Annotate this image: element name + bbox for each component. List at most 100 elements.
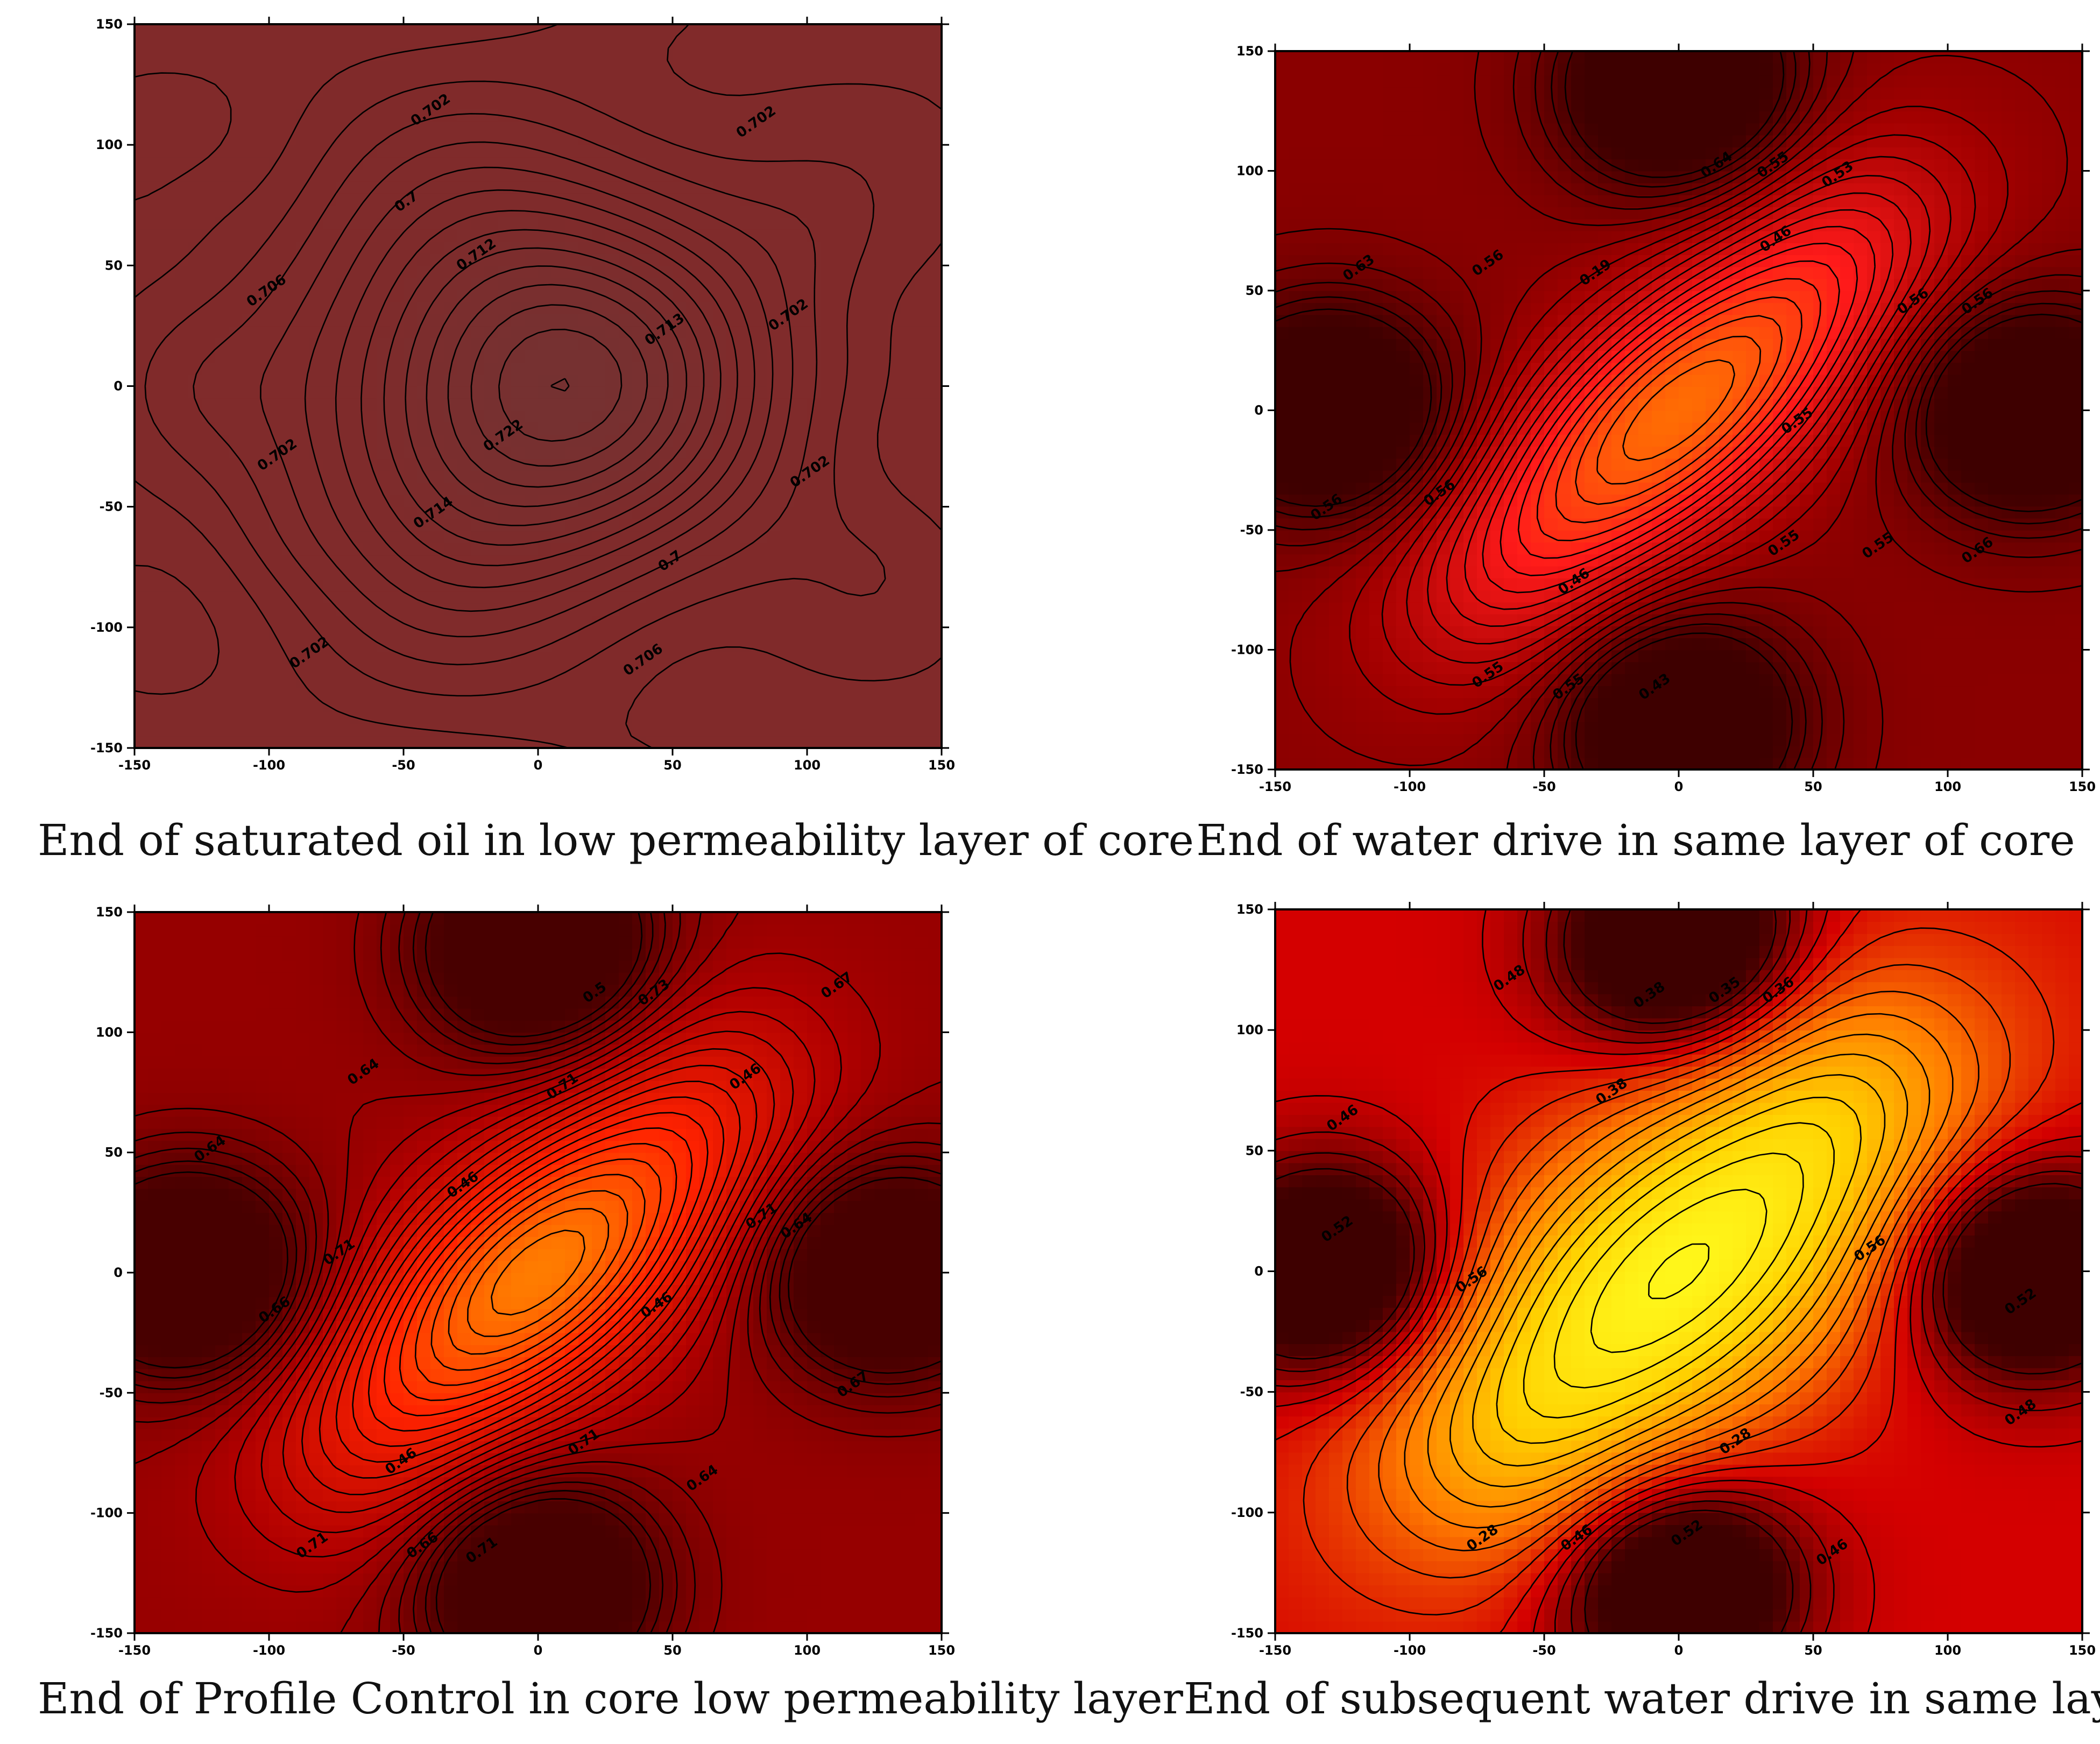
contour-line: [234, 987, 842, 1558]
contour-line: [399, 1143, 677, 1401]
contour-line: [430, 1174, 646, 1371]
axes: -150 -100 -50 0 50 100 150 -150 -100 -50 0 50 100 150: [1231, 44, 2096, 794]
contour-line: [1275, 909, 2082, 1633]
x-tick-label: 150: [2069, 1643, 2096, 1658]
heatmap-field: [1275, 51, 2082, 769]
y-tick-label: -50: [100, 499, 123, 514]
contour-lines: [135, 24, 942, 748]
chart-caption-2: End of water drive in same layer of core: [1196, 815, 2075, 865]
contour-line: [1596, 335, 1762, 485]
x-tick-label: -100: [253, 758, 285, 773]
contour-line: [448, 1190, 628, 1355]
contour-line: [470, 304, 648, 467]
contour-line: [1523, 1122, 1835, 1419]
y-tick-label: -100: [90, 1506, 123, 1521]
y-tick-label: 150: [96, 905, 123, 920]
contour-line: [367, 1112, 709, 1432]
contour-line: [1275, 51, 2082, 769]
y-tick-label: -100: [90, 620, 123, 635]
contour-lines: [1275, 909, 2082, 1633]
x-tick-label: 0: [1674, 1643, 1684, 1658]
y-tick-label: 50: [105, 258, 123, 273]
contour-line: [498, 328, 623, 442]
y-tick-label: 100: [96, 137, 123, 152]
contour-line: [360, 210, 738, 567]
x-tick-label: 0: [1674, 779, 1684, 794]
x-tick-label: 50: [1804, 779, 1822, 794]
contour-line: [1472, 1074, 1886, 1467]
contour-line: [1275, 909, 2082, 1633]
contour-line: [1275, 909, 2082, 1633]
contour-line: [447, 284, 669, 488]
contour-line: [1575, 315, 1783, 505]
y-tick-label: 100: [96, 1025, 123, 1040]
y-tick-label: -50: [1240, 523, 1263, 538]
contour-line: [352, 1096, 725, 1447]
contour-line: [144, 80, 886, 697]
axes: -150 -100 -50 0 50 100 150 -150 -100 -50 0 50 100 150: [90, 905, 955, 1658]
x-tick-label: -100: [1394, 779, 1426, 794]
contour-line: [491, 1230, 586, 1316]
x-tick-label: 50: [1804, 1643, 1822, 1658]
x-tick-label: 50: [663, 1643, 681, 1658]
y-tick-label: -100: [1231, 1505, 1263, 1520]
contour-line: [1555, 296, 1802, 524]
x-tick-label: -150: [118, 1643, 151, 1658]
x-tick-label: -100: [1394, 1643, 1426, 1658]
y-tick-label: 0: [114, 1265, 123, 1280]
heatmap-field: [135, 912, 942, 1633]
contour-line: [1590, 1189, 1767, 1353]
chart-caption-3: End of Profile Control in core low perme…: [38, 1674, 1183, 1724]
contour-line: [1275, 909, 2082, 1633]
contour-chart-2: 0.64 0.55 0.530.63 0.56 0.190.460.56 0.560.55…: [1231, 44, 2096, 794]
contour-line: [135, 912, 942, 1633]
contour-line: [414, 1158, 662, 1386]
x-tick-label: 100: [1934, 779, 1961, 794]
contour-chart-4: 0.480.38 0.35 0.360.380.460.520.560.560.52…: [1231, 902, 2096, 1658]
contour-line: [1406, 156, 1951, 664]
contour-line: [260, 141, 794, 638]
contour-line: [301, 1048, 775, 1495]
y-tick-label: 100: [1236, 1022, 1263, 1037]
contour-line: [1464, 209, 1894, 610]
contour-line: [135, 72, 232, 695]
contour-line: [1378, 991, 1979, 1551]
contour-line: [335, 1081, 741, 1463]
contour-line: [383, 229, 722, 546]
contour-line: [1450, 1053, 1908, 1488]
x-tick-label: 100: [794, 758, 821, 773]
contour-chart-3: 0.670.5 0.730.64 0.71 0.460.640.460.710.710…: [90, 905, 955, 1658]
heatmap-field: [1275, 909, 2082, 1633]
x-tick-label: 0: [534, 1643, 543, 1658]
x-tick-label: -150: [1259, 1643, 1291, 1658]
x-tick-label: 150: [928, 1643, 955, 1658]
contour-line: [550, 378, 570, 392]
x-tick-label: 50: [663, 758, 681, 773]
x-tick-label: 0: [534, 758, 543, 773]
contour-line: [1553, 1152, 1804, 1389]
y-tick-label: -150: [1231, 1626, 1263, 1641]
contour-line: [1482, 225, 1876, 594]
contour-line: [426, 265, 688, 507]
contour-line: [405, 247, 705, 526]
contour-line: [1427, 175, 1931, 645]
x-tick-label: -50: [392, 1643, 415, 1658]
contour-line: [282, 1030, 794, 1513]
y-tick-label: 150: [1236, 902, 1263, 917]
x-tick-label: -50: [1532, 779, 1555, 794]
contour-line: [1381, 134, 1976, 686]
contour-line: [1622, 359, 1735, 461]
x-tick-label: -150: [1259, 779, 1291, 794]
contour-line: [135, 24, 942, 748]
contour-line: [467, 1208, 610, 1337]
contour-line: [1275, 51, 2082, 769]
y-tick-label: -100: [1231, 642, 1263, 658]
x-tick-label: -100: [253, 1643, 285, 1658]
contour-line: [195, 952, 881, 1593]
y-tick-label: -50: [100, 1385, 123, 1400]
y-tick-label: 0: [114, 379, 123, 394]
contour-line: [1500, 243, 1858, 576]
contour-line: [1536, 278, 1821, 541]
axes: -150 -100 -50 0 50 100 150 -150 -100 -50 0 50 100 150: [1231, 902, 2096, 1658]
y-tick-label: -50: [1240, 1385, 1263, 1400]
